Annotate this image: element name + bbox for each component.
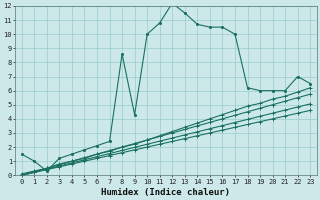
X-axis label: Humidex (Indice chaleur): Humidex (Indice chaleur) bbox=[101, 188, 230, 197]
